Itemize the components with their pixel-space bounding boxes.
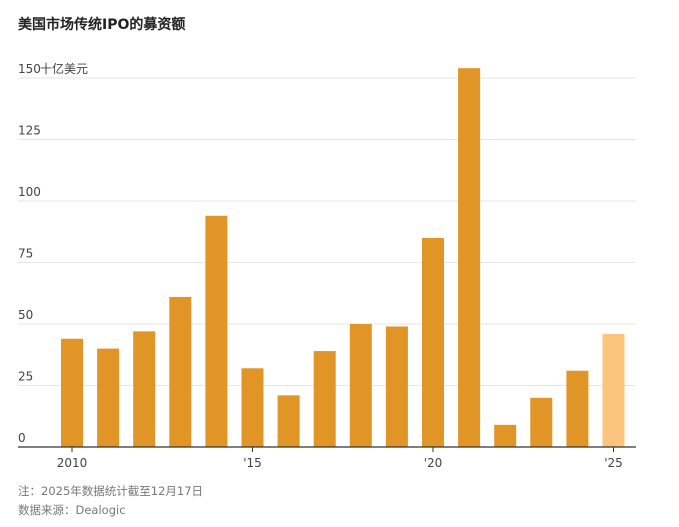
bar-2016	[277, 395, 300, 447]
x-tick-label: '20	[424, 456, 443, 470]
bar-2024	[566, 370, 589, 447]
x-tick-label: '15	[243, 456, 262, 470]
footnote: 注：2025年数据统计截至12月17日	[18, 484, 204, 498]
y-tick-label: 0	[18, 431, 26, 445]
x-tick-label: 2010	[57, 456, 88, 470]
bar-2018	[349, 324, 372, 447]
x-axis-ticks: 2010 '15 '20 '25	[57, 447, 623, 470]
bars	[61, 68, 625, 447]
bar-2025	[602, 333, 625, 447]
y-tick-label: 75	[18, 247, 33, 261]
y-tick-label: 150	[18, 62, 41, 76]
y-tick-label: 25	[18, 370, 33, 384]
y-axis-labels: 0 25 50 75 100 125 150 十亿美元	[18, 61, 88, 445]
bar-2015	[241, 368, 264, 447]
bar-2014	[205, 215, 228, 447]
bar-2023	[530, 397, 553, 447]
bar-2012	[133, 331, 156, 447]
y-unit-label: 十亿美元	[40, 61, 88, 76]
bar-2020	[422, 237, 444, 447]
bar-2017	[313, 351, 336, 447]
bar-2019	[385, 326, 408, 447]
bar-2021	[458, 68, 481, 447]
bar-2022	[494, 424, 517, 447]
bar-2013	[169, 296, 192, 447]
source-note: 数据来源：Dealogic	[18, 503, 126, 517]
gridlines	[18, 77, 636, 386]
bar-2011	[97, 348, 120, 447]
bar-chart: 2010 '15 '20 '25 0 25 50 75 100 125 150 十亿美元	[18, 61, 636, 470]
chart-title: 美国市场传统IPO的募资额	[18, 17, 186, 33]
y-tick-label: 125	[18, 124, 41, 138]
x-tick-label: '25	[604, 456, 623, 470]
y-tick-label: 100	[18, 185, 41, 199]
y-tick-label: 50	[18, 308, 33, 322]
bar-2010	[61, 338, 83, 447]
